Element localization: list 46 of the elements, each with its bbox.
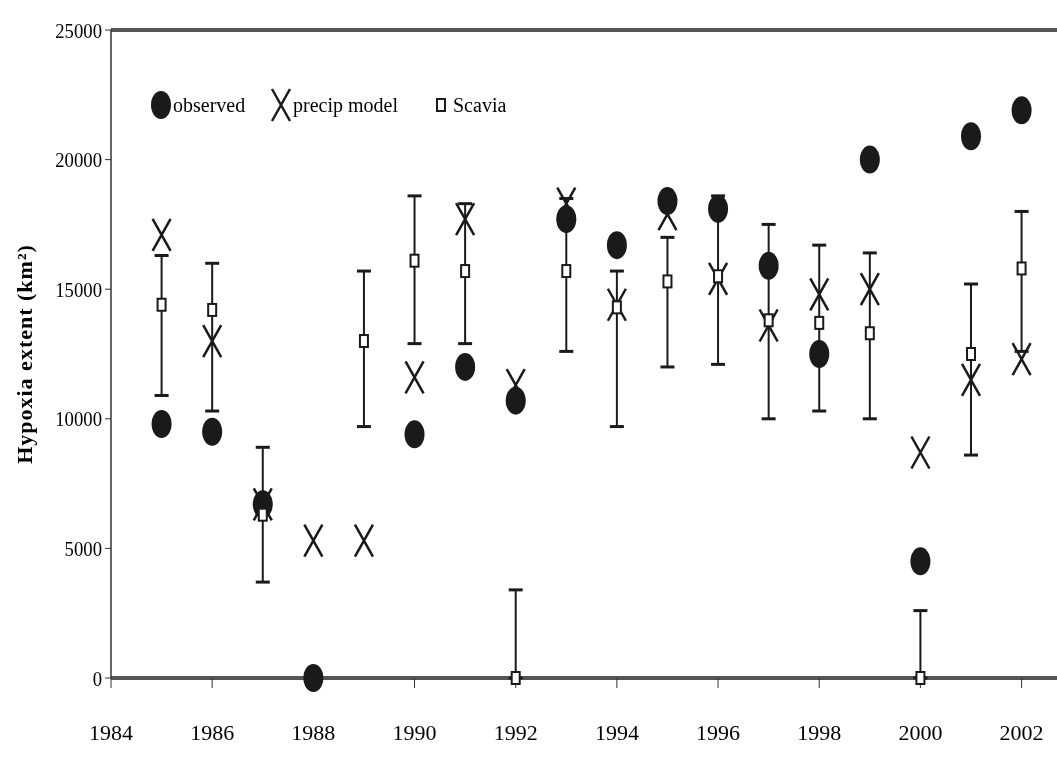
y-tick-label: 5000 — [64, 536, 102, 561]
point — [202, 417, 223, 446]
y-tick-label: 20000 — [55, 147, 102, 172]
legend-label: observed — [173, 94, 246, 116]
x-tick-label: 2000 — [898, 720, 943, 745]
point — [814, 315, 825, 330]
x-tick-label: 1984 — [89, 720, 133, 745]
point — [966, 347, 976, 361]
point — [561, 264, 572, 279]
point — [358, 334, 369, 349]
x-tick-label: 1998 — [797, 720, 842, 745]
point — [303, 664, 324, 692]
x-tick-label: 1994 — [594, 720, 639, 745]
x-tick-label: 1990 — [392, 720, 437, 745]
x-tick-label: 1988 — [291, 720, 336, 745]
point — [713, 269, 724, 284]
point — [455, 352, 476, 381]
x-tick-label: 2002 — [999, 720, 1044, 745]
point — [151, 409, 172, 438]
x-tick-label: 1996 — [696, 720, 741, 745]
point — [156, 297, 167, 312]
y-tick-label: 10000 — [55, 407, 102, 431]
point — [606, 231, 627, 260]
point — [910, 547, 931, 576]
point — [864, 326, 875, 341]
point — [859, 145, 880, 174]
point — [409, 253, 420, 268]
y-tick-label: 15000 — [55, 277, 102, 302]
y-axis-title: Hypoxia extent (km²) — [12, 244, 37, 464]
point — [915, 671, 926, 685]
point — [257, 507, 268, 522]
point — [207, 302, 218, 317]
legend-label: precip model — [293, 94, 399, 117]
point — [662, 274, 673, 289]
point — [510, 671, 521, 685]
point — [1011, 96, 1032, 125]
point — [460, 264, 471, 279]
point — [1016, 261, 1027, 276]
point — [404, 420, 425, 449]
x-tick-label: 1992 — [493, 720, 538, 745]
x-tick-label: 1986 — [190, 720, 235, 745]
y-tick-label: 0 — [92, 666, 102, 691]
y-tick-label: 25000 — [55, 18, 102, 43]
point — [763, 313, 774, 328]
legend-label: Scavia — [453, 94, 507, 116]
point — [611, 300, 622, 315]
